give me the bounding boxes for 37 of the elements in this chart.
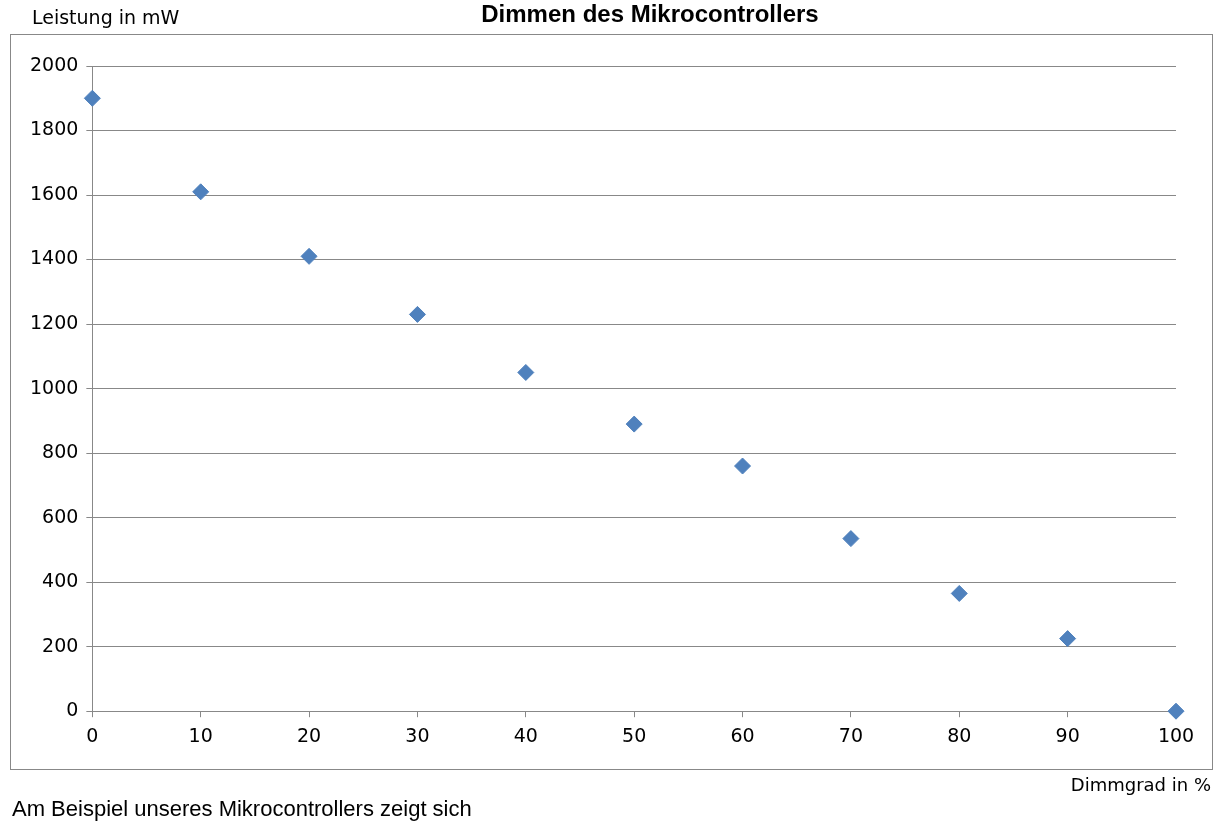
x-axis-title: Dimmgrad in % [1070,774,1211,795]
y-tick-label: 1800 [29,117,79,140]
y-tick-label: 2000 [29,52,79,75]
x-tick-label: 90 [1055,723,1080,746]
point [408,305,426,323]
y-tick-label: 400 [42,569,79,592]
point [83,89,101,107]
point [950,584,968,602]
chart-title: Dimmen des Mikrocontrollers [480,0,820,28]
y-axis-title: Leistung in mW [32,6,180,28]
point [734,457,752,475]
x-tick-label: 60 [730,723,755,746]
point [517,363,535,381]
x-tick-label: 50 [622,723,647,746]
text: Am Beispiel unseres Mikrocontrollers zeigt sich [12,796,472,822]
y-tick-label: 200 [42,633,79,656]
point [1059,630,1077,648]
y-tick-label: 1000 [29,375,79,398]
point [300,247,318,265]
x-tick-label: 10 [188,723,213,746]
x-tick-label: 100 [1157,723,1195,746]
x-tick-label: 70 [838,723,863,746]
y-tick-label: 0 [66,698,79,721]
point [192,183,210,201]
y-tick-label: 1200 [29,311,79,334]
point [842,530,860,548]
x-tick-label: 20 [296,723,322,746]
y-tick-label: 1400 [29,246,79,269]
point [625,415,643,433]
x-tick-label: 0 [86,723,99,746]
x-tick-label: 40 [513,723,538,746]
x-tick-label: 30 [405,723,430,746]
y-tick-label: 600 [42,504,79,527]
y-tick-label: 800 [42,440,79,463]
point [1167,702,1185,720]
y-tick-label: 1600 [29,181,79,204]
x-tick-label: 80 [947,723,972,746]
